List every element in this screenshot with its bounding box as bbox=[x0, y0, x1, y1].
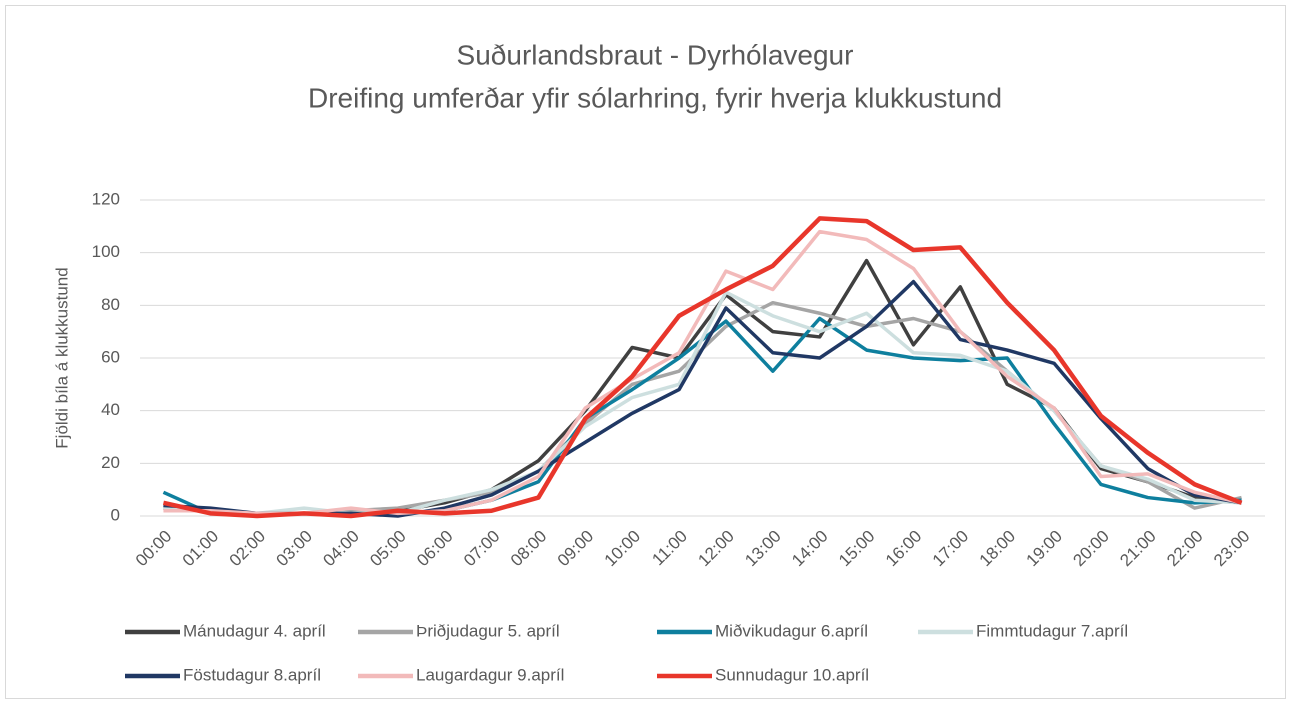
y-tick-label: 40 bbox=[101, 400, 120, 419]
legend-label: Fimmtudagur 7.apríl bbox=[976, 621, 1128, 640]
series-line bbox=[163, 229, 1242, 516]
chart-title: Suðurlandsbraut - Dyrhólavegur bbox=[457, 39, 854, 70]
legend-label: Laugardagur 9.apríl bbox=[416, 665, 564, 684]
series-line bbox=[162, 216, 1243, 519]
legend-label: Föstudagur 8.apríl bbox=[183, 665, 321, 684]
y-tick-label: 0 bbox=[111, 505, 120, 524]
legend-label: Sunnudagur 10.apríl bbox=[715, 665, 869, 684]
y-tick-label: 80 bbox=[101, 295, 120, 314]
y-tick-label: 120 bbox=[92, 189, 120, 208]
y-tick-label: 100 bbox=[92, 242, 120, 261]
y-axis-label: Fjöldi bíla á klukkustund bbox=[52, 267, 71, 448]
legend-label: Miðvikudagur 6.apríl bbox=[715, 621, 868, 640]
legend-label: Mánudagur 4. apríl bbox=[183, 621, 326, 640]
legend-label: Þriðjudagur 5. apríl bbox=[416, 621, 560, 640]
y-tick-label: 20 bbox=[101, 453, 120, 472]
y-tick-label: 60 bbox=[101, 347, 120, 366]
chart-subtitle: Dreifing umferðar yfir sólarhring, fyrir… bbox=[308, 82, 1002, 113]
